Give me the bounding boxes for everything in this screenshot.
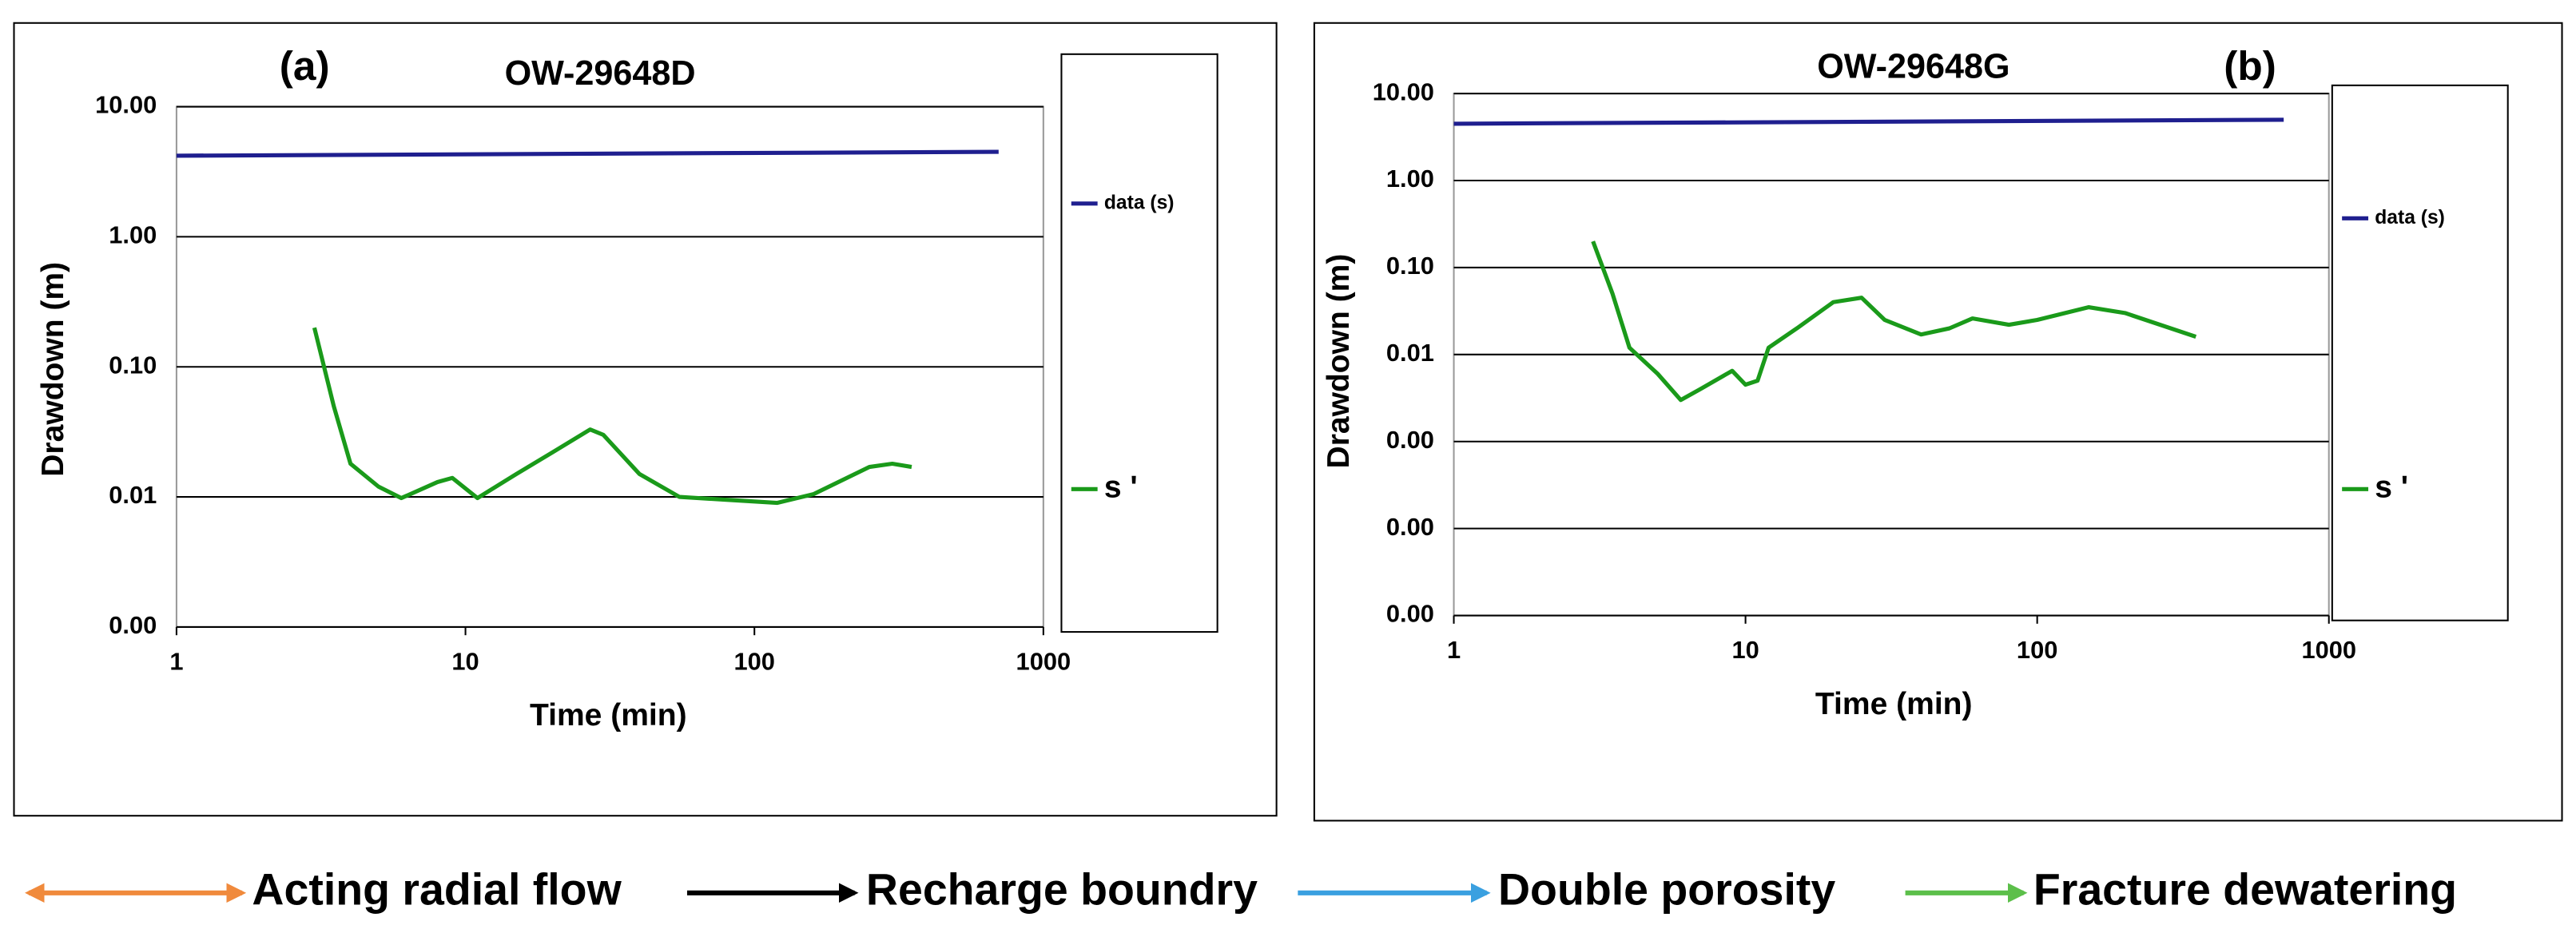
y-tick-label: 10.00 xyxy=(1373,77,1434,105)
key-label: Double porosity xyxy=(1498,864,1835,914)
legend-label: s ' xyxy=(2375,470,2408,505)
legend-label: data (s) xyxy=(2375,207,2445,228)
y-axis-label: Drawdown (m) xyxy=(1322,254,1356,469)
x-tick-label: 1 xyxy=(169,647,183,675)
x-axis-label: Time (min) xyxy=(530,698,687,732)
x-tick-label: 1 xyxy=(1447,636,1461,664)
y-tick-label: 0.10 xyxy=(1386,252,1434,280)
y-tick-label: 0.00 xyxy=(1386,426,1434,454)
panel-frame xyxy=(13,22,1278,817)
y-tick-label: 10.00 xyxy=(95,91,157,119)
legend-box xyxy=(2331,84,2509,621)
key-label: Fracture dewatering xyxy=(2033,864,2457,914)
y-axis-label: Drawdown (m) xyxy=(36,262,70,477)
legend-label: s ' xyxy=(1104,470,1138,505)
legend-label: data (s) xyxy=(1104,192,1175,213)
key-label: Recharge boundry xyxy=(866,864,1258,914)
x-tick-label: 1000 xyxy=(1016,647,1071,675)
x-tick-label: 100 xyxy=(2017,636,2057,664)
y-tick-label: 1.00 xyxy=(1386,165,1434,193)
x-tick-label: 10 xyxy=(1731,636,1759,664)
y-tick-label: 0.00 xyxy=(109,611,157,639)
series-line xyxy=(312,327,912,506)
x-tick-label: 100 xyxy=(733,647,774,675)
legend-box xyxy=(1060,53,1218,633)
panel-label: (b) xyxy=(2224,43,2276,89)
panel-label: (a) xyxy=(280,43,330,89)
y-tick-label: 0.00 xyxy=(1386,600,1434,628)
y-tick-label: 1.00 xyxy=(109,221,157,249)
panel-frame xyxy=(1313,22,2563,822)
y-tick-label: 0.01 xyxy=(1386,339,1434,367)
series-line xyxy=(1591,240,2197,403)
x-tick-label: 1000 xyxy=(2301,636,2356,664)
key-label: Acting radial flow xyxy=(252,864,622,914)
y-tick-label: 0.10 xyxy=(109,351,157,379)
y-tick-label: 0.00 xyxy=(1386,513,1434,541)
x-tick-label: 10 xyxy=(451,647,479,675)
series-line xyxy=(176,149,999,158)
chart-title: OW-29648G xyxy=(1817,48,2010,86)
chart-title: OW-29648D xyxy=(505,54,696,93)
y-tick-label: 0.01 xyxy=(109,481,157,509)
x-axis-label: Time (min) xyxy=(1815,687,1973,721)
series-line xyxy=(1453,117,2284,126)
